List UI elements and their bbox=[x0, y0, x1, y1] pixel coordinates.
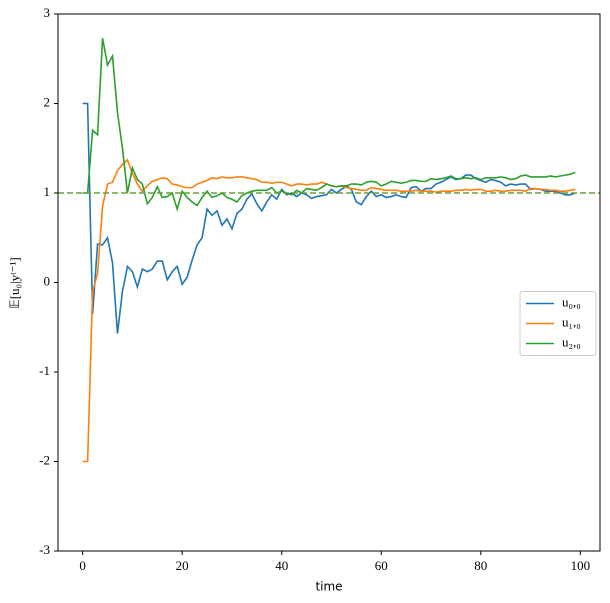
x-tick-label: 20 bbox=[176, 558, 189, 573]
legend-label: u₀,₀ bbox=[562, 294, 581, 309]
plot-frame bbox=[57, 13, 601, 552]
y-tick-label: 0 bbox=[44, 273, 51, 288]
x-tick-label: 100 bbox=[571, 558, 591, 573]
x-tick-label: 40 bbox=[275, 558, 288, 573]
y-axis-label: 𝔼[u₀|yᵗ⁻¹] bbox=[7, 257, 22, 309]
y-tick-label: 3 bbox=[44, 5, 51, 20]
x-axis-label: time bbox=[315, 580, 342, 594]
x-tick-label: 80 bbox=[474, 558, 487, 573]
x-tick-label: 60 bbox=[375, 558, 388, 573]
y-tick-label: -1 bbox=[39, 363, 50, 378]
y-tick-label: -2 bbox=[39, 452, 50, 467]
x-tick-label: 0 bbox=[79, 558, 86, 573]
legend-label: u₁,₀ bbox=[562, 314, 581, 329]
series-line bbox=[82, 102, 576, 334]
legend-box bbox=[519, 291, 597, 356]
y-tick-label: 1 bbox=[44, 184, 51, 199]
legend-label: u₂,₀ bbox=[562, 334, 581, 349]
series-line bbox=[82, 38, 576, 212]
y-tick-label: 2 bbox=[44, 94, 51, 109]
series-line bbox=[82, 158, 576, 463]
y-tick-label: -3 bbox=[39, 542, 50, 557]
